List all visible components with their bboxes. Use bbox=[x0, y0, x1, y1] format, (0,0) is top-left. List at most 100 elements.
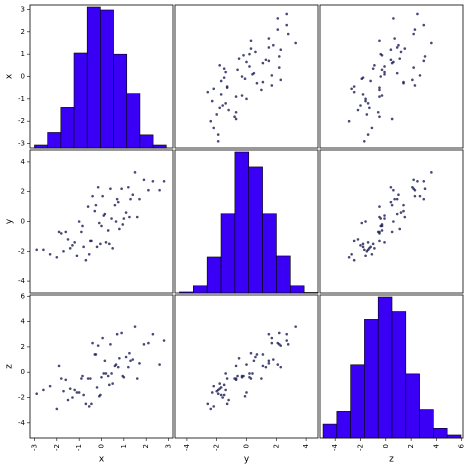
scatter-point bbox=[55, 255, 59, 259]
hist-bar bbox=[364, 319, 379, 439]
hist-bar bbox=[248, 166, 263, 294]
scatter-point bbox=[276, 17, 280, 20]
scatter-point bbox=[378, 232, 381, 235]
scatter-point bbox=[115, 332, 119, 336]
scatter-point bbox=[114, 220, 118, 223]
scatter-point bbox=[97, 221, 101, 225]
scatter-point bbox=[99, 242, 102, 246]
scatter-point bbox=[48, 384, 52, 388]
scatter-point bbox=[245, 363, 248, 366]
scatter-point bbox=[91, 194, 94, 198]
scatter-point bbox=[73, 241, 76, 244]
scatter-point bbox=[225, 402, 229, 406]
x-tick-label: 1 bbox=[120, 444, 128, 448]
y-axis-label: y bbox=[5, 218, 15, 224]
scatter-point bbox=[224, 102, 227, 105]
scatter-point bbox=[378, 205, 381, 208]
scatter-point bbox=[370, 252, 374, 256]
scatter-point bbox=[413, 28, 417, 31]
scatter-point bbox=[224, 372, 227, 375]
scatter-point bbox=[380, 53, 384, 57]
scatter-point bbox=[66, 238, 70, 241]
scatter-point bbox=[218, 382, 221, 385]
scatter-point bbox=[267, 46, 271, 49]
scatter-point bbox=[234, 364, 238, 368]
scatter-point bbox=[64, 378, 68, 382]
scatter-point bbox=[81, 374, 84, 378]
scatter-point bbox=[35, 248, 39, 252]
scatter-point bbox=[234, 117, 238, 121]
scatter-point bbox=[242, 53, 245, 57]
scatter-point bbox=[151, 332, 155, 336]
panel-frame bbox=[319, 149, 464, 294]
scatter-point bbox=[378, 39, 381, 43]
scatter-point bbox=[42, 248, 45, 252]
scatter-point bbox=[261, 80, 265, 84]
scatter-point bbox=[261, 61, 265, 65]
scatter-point bbox=[101, 194, 104, 198]
hist-bar bbox=[377, 296, 393, 439]
scatter-point bbox=[380, 68, 384, 72]
scatter-point bbox=[106, 374, 110, 378]
scatter-point bbox=[418, 74, 422, 77]
scatter-point bbox=[392, 220, 395, 223]
scatter-point bbox=[114, 363, 118, 366]
scatter-point bbox=[350, 87, 353, 91]
scatter-point bbox=[210, 391, 214, 394]
scatter-point bbox=[423, 55, 427, 58]
scatter-point bbox=[411, 185, 414, 189]
scatter-point bbox=[422, 23, 426, 27]
scatter-point bbox=[378, 86, 381, 89]
scatter-point bbox=[96, 344, 100, 347]
y-tick-label: -2 bbox=[18, 117, 25, 125]
scatter-point bbox=[411, 78, 414, 82]
scatter-point bbox=[90, 239, 93, 243]
scatter-point bbox=[364, 99, 367, 103]
panel-frame bbox=[174, 294, 319, 439]
scatter-point bbox=[227, 398, 230, 402]
scatter-point bbox=[383, 214, 386, 217]
scatter-point bbox=[267, 359, 271, 363]
scatter-point bbox=[390, 230, 394, 234]
scatter-point bbox=[109, 343, 112, 346]
scatter-point bbox=[285, 332, 289, 336]
scatter-point bbox=[62, 249, 65, 253]
scatter-point bbox=[383, 241, 386, 244]
scatter-point bbox=[206, 90, 210, 94]
scatter-point bbox=[90, 402, 93, 406]
scatter-point bbox=[237, 356, 241, 360]
scatter-point bbox=[82, 393, 85, 397]
x-tick-label: 0 bbox=[243, 444, 251, 448]
scatter-point bbox=[89, 377, 92, 380]
y-tick-label: 1 bbox=[21, 50, 25, 58]
scatter-point bbox=[248, 372, 251, 375]
scatter-point bbox=[254, 355, 257, 359]
y-tick-label: 2 bbox=[21, 343, 25, 351]
scatter-point bbox=[260, 88, 263, 92]
scatter-point bbox=[212, 126, 216, 130]
scatter-point bbox=[350, 252, 353, 256]
scatter-point bbox=[111, 382, 114, 385]
scatter-point bbox=[142, 343, 146, 346]
scatter-point bbox=[267, 362, 271, 365]
scatter-point bbox=[222, 76, 226, 79]
scatter-point bbox=[87, 405, 91, 408]
scatter-point bbox=[361, 76, 365, 79]
scatter-point bbox=[121, 374, 125, 378]
panel bbox=[319, 4, 464, 149]
x-tick-label: 2 bbox=[407, 444, 415, 448]
scatter-point bbox=[373, 64, 376, 67]
scatter-point bbox=[255, 81, 259, 85]
scatter-point bbox=[135, 215, 139, 219]
hist-bar bbox=[73, 52, 88, 149]
scatter-point bbox=[209, 407, 213, 411]
hist-bar bbox=[152, 144, 167, 149]
scatter-point bbox=[252, 71, 256, 75]
scatter-point bbox=[219, 393, 223, 397]
scatter-point bbox=[158, 363, 161, 366]
y-tick-label: -1 bbox=[18, 95, 25, 103]
scatter-point bbox=[216, 139, 220, 143]
scatter-point bbox=[234, 95, 238, 98]
scatter-point bbox=[412, 178, 415, 182]
scatter-point bbox=[129, 197, 132, 201]
